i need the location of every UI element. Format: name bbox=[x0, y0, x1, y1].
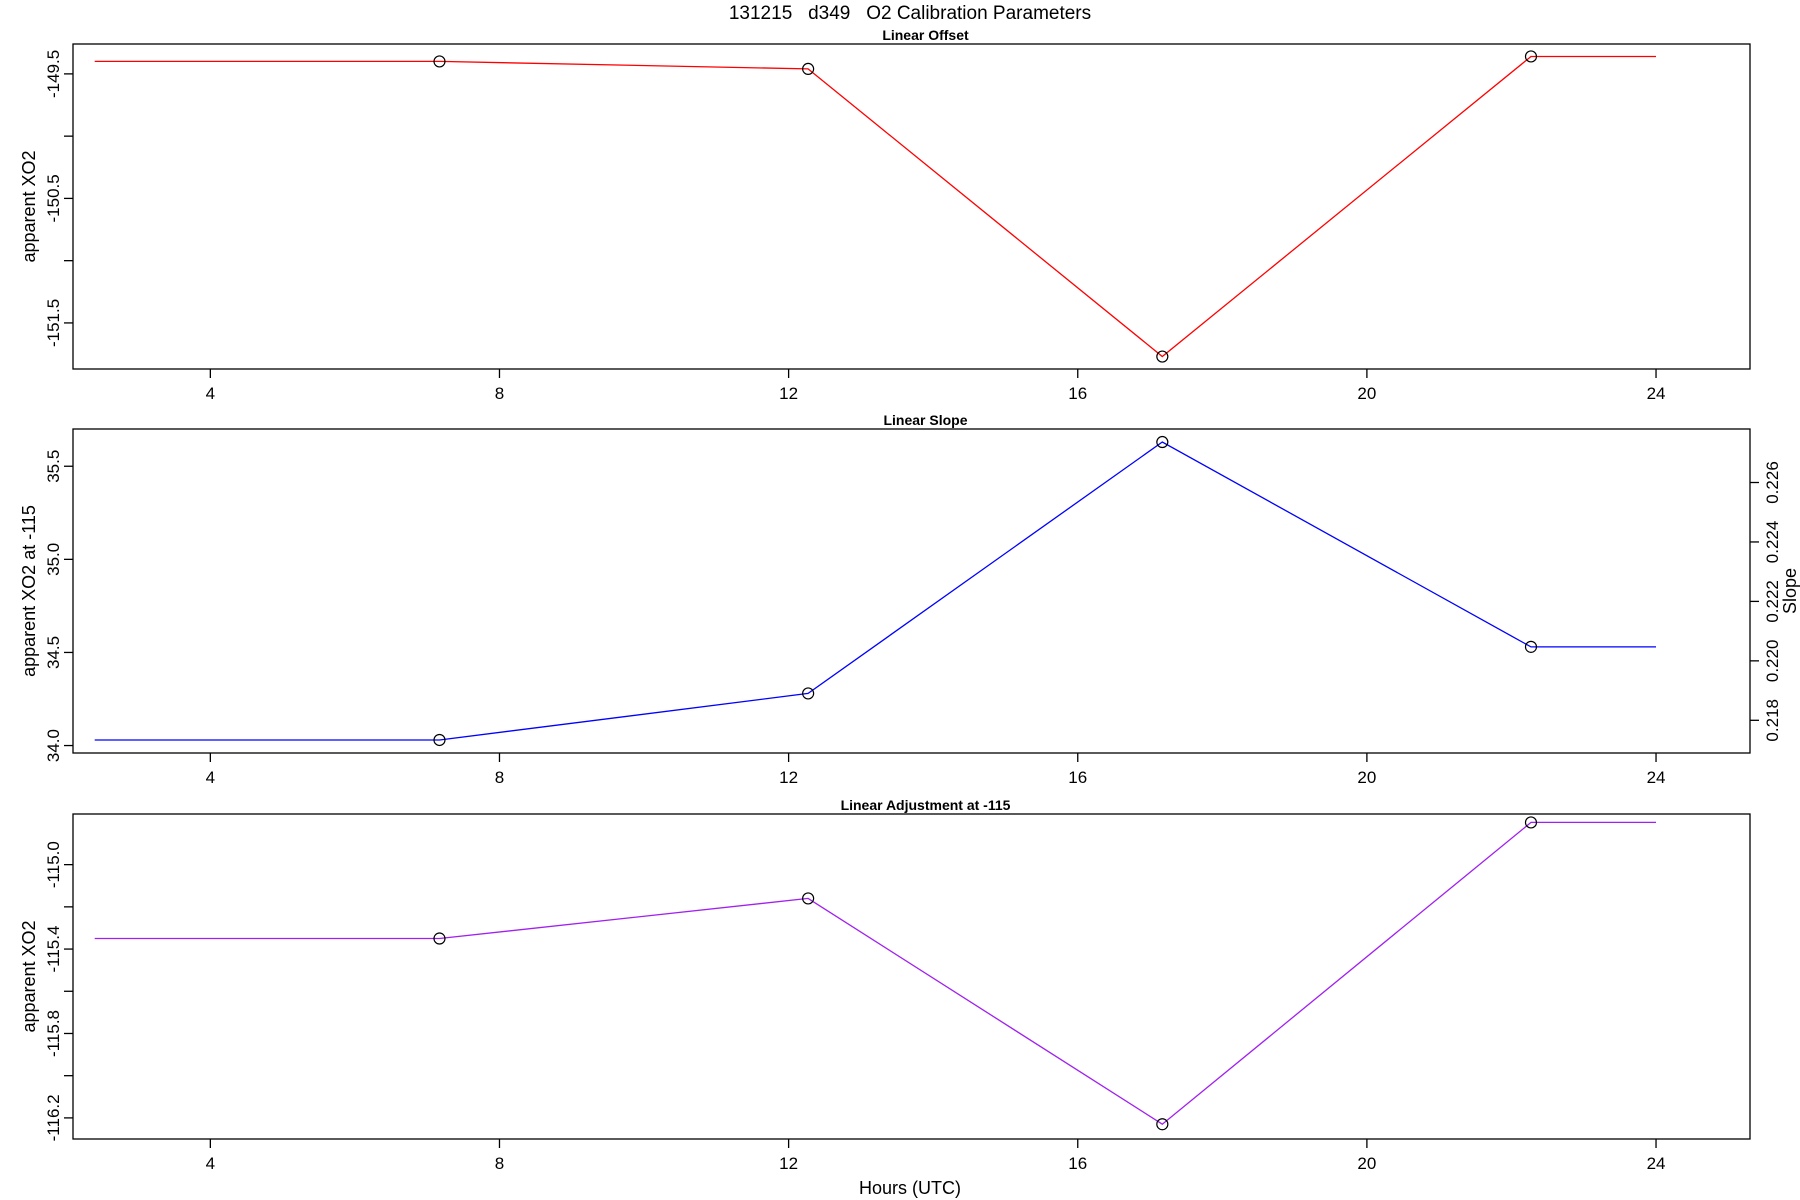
y2-tick-label: 0.222 bbox=[1763, 580, 1782, 623]
x-tick-label: 20 bbox=[1357, 1154, 1376, 1173]
plot-frame bbox=[72, 428, 1751, 754]
y-tick-label: 34.0 bbox=[44, 729, 63, 762]
data-point bbox=[1524, 640, 1538, 653]
x-tick-label: 24 bbox=[1647, 384, 1666, 403]
y-tick-label: -150.5 bbox=[44, 174, 63, 222]
series-line bbox=[94, 821, 1656, 1126]
plot-frame bbox=[72, 43, 1751, 370]
panel-3: Linear Adjustment at -115 4 8 12 16 20 24 -116.… bbox=[19, 797, 1751, 1173]
x-tick-label: 16 bbox=[1068, 384, 1087, 403]
plot-frame bbox=[72, 813, 1751, 1140]
panel-title: Linear Adjustment at -115 bbox=[841, 797, 1011, 813]
y-axis-label: apparent XO2 at -115 bbox=[19, 505, 39, 677]
y-tick-label: -115.0 bbox=[44, 841, 63, 888]
figure-title: 131215 d349 O2 Calibration Parameters bbox=[729, 3, 1091, 24]
chart-panels: Linear Offset 4 8 12 16 20 24 -151.5 -150.5 -149.… bbox=[19, 27, 1800, 1173]
y-tick-label: -151.5 bbox=[44, 299, 63, 347]
data-point bbox=[1156, 350, 1169, 363]
data-point bbox=[802, 62, 815, 76]
y-tick-label: -115.4 bbox=[44, 926, 63, 973]
y-tick-label: -149.5 bbox=[44, 50, 63, 98]
x-tick-label: 4 bbox=[206, 384, 215, 403]
y2-tick-label: 0.224 bbox=[1763, 521, 1782, 564]
y-tick-label: 35.5 bbox=[44, 450, 63, 483]
y2-tick-label: 0.226 bbox=[1763, 461, 1782, 504]
y-tick-label: 34.5 bbox=[44, 636, 63, 669]
x-tick-label: 20 bbox=[1357, 768, 1376, 787]
x-tick-label: 12 bbox=[779, 768, 798, 787]
y2-axis-label: Slope bbox=[1780, 568, 1800, 614]
x-tick-label: 20 bbox=[1357, 384, 1376, 403]
panel-title: Linear Offset bbox=[882, 27, 969, 43]
y-tick-label: -115.8 bbox=[44, 1010, 63, 1057]
y2-tick-label: 0.218 bbox=[1763, 699, 1782, 742]
y-axis-label: apparent XO2 bbox=[19, 150, 39, 262]
x-tick-label: 4 bbox=[206, 768, 215, 787]
x-tick-label: 8 bbox=[495, 768, 504, 787]
y-tick-label: -116.2 bbox=[44, 1094, 63, 1141]
y-tick-label: 35.0 bbox=[44, 543, 63, 576]
x-tick-label: 4 bbox=[206, 1154, 215, 1173]
panel-1: Linear Offset 4 8 12 16 20 24 -151.5 -150.5 -149.… bbox=[19, 27, 1751, 403]
x-axis-label: Hours (UTC) bbox=[859, 1178, 961, 1198]
x-tick-label: 24 bbox=[1647, 1154, 1666, 1173]
x-tick-label: 24 bbox=[1647, 768, 1666, 787]
data-point bbox=[1524, 816, 1538, 829]
series-line bbox=[94, 55, 1656, 358]
x-tick-label: 16 bbox=[1068, 768, 1087, 787]
data-point bbox=[802, 892, 815, 905]
data-point bbox=[433, 932, 446, 945]
data-point bbox=[1156, 435, 1169, 449]
x-tick-label: 16 bbox=[1068, 1154, 1087, 1173]
y2-tick-label: 0.220 bbox=[1763, 640, 1782, 683]
y-axis-label: apparent XO2 bbox=[19, 920, 39, 1032]
x-tick-label: 8 bbox=[495, 384, 504, 403]
series-line bbox=[94, 441, 1656, 741]
data-point bbox=[1524, 50, 1538, 63]
x-tick-label: 12 bbox=[779, 1154, 798, 1173]
x-tick-label: 12 bbox=[779, 384, 798, 403]
data-point bbox=[433, 733, 446, 747]
panel-title: Linear Slope bbox=[883, 412, 967, 428]
data-point bbox=[1156, 1118, 1169, 1131]
panel-2: Linear Slope 4 8 12 16 20 24 34.0 34.5 35.0 35.5 ap… bbox=[19, 412, 1800, 787]
x-tick-label: 8 bbox=[495, 1154, 504, 1173]
data-point bbox=[802, 687, 815, 700]
data-point bbox=[433, 55, 446, 68]
